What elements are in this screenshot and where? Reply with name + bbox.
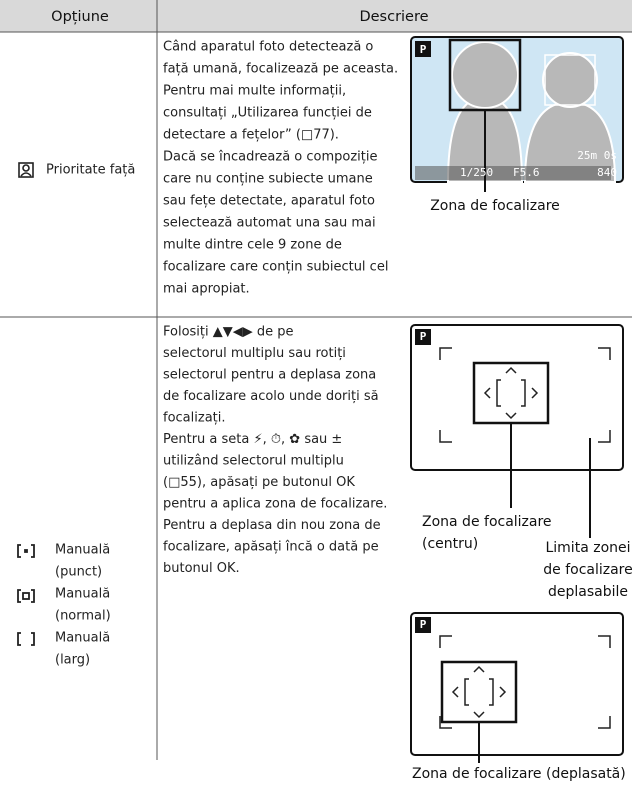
option-label: (normal) [55,609,111,624]
option-label: Prioritate față [46,163,135,178]
screen-mode: P [420,330,427,343]
description-line: focalizare, apăsați încă o dată pe [163,540,379,555]
header-bg [0,0,632,32]
description-line: selectorul pentru a deplasa zona [163,368,376,383]
header-option: Opțiune [51,9,109,25]
option-label: (larg) [55,653,90,668]
caption: Zona de focalizare [422,514,552,530]
caption: Zona de focalizare (deplasată) [412,766,626,782]
option-label: Manuală [55,543,110,558]
description-line: focalizare care conțin subiectul cel [163,260,388,275]
option-label: Manuală [55,631,110,646]
caption: (centru) [422,536,478,552]
area-icons [17,544,35,646]
description-line: mai apropiat. [163,282,250,297]
description-line: focalizați. [163,411,226,426]
description-line: utilizând selectorul multiplu [163,454,344,469]
screen-shutter: 1/250 [460,166,493,179]
description-line: pentru a aplica zona de focalizare. [163,497,387,512]
description-line: selectează automat una sau mai [163,216,376,231]
option-label: (punct) [55,565,102,580]
header-description: Descriere [359,9,428,25]
description-line: multe dintre cele 9 zone de [163,238,342,253]
description-line: Pentru mai multe informații, [163,84,346,99]
caption: de focalizare [543,562,632,578]
caption: deplasabile [548,584,628,600]
description-line: butonul OK. [163,561,240,576]
description-line: selectorul multiplu sau rotiți [163,346,346,361]
option-label: Manuală [55,587,110,602]
description-line: consultați „Utilizarea funcției de [163,106,372,121]
description-line: Folosiți ▲▼◀▶ de pe [163,325,294,340]
description-line: sau fețe detectate, aparatul foto [163,194,375,209]
screen-moved [410,612,624,763]
screen-mode: P [420,43,427,56]
description-line: Pentru a deplasa din nou zona de [163,518,381,533]
screen-shots: 840 [597,166,617,179]
screen-mode: P [420,618,427,631]
description-line: Când aparatul foto detectează o [163,40,373,55]
screen-center [410,324,624,538]
screen-face [410,36,624,192]
description-line: (□55), apăsați pe butonul OK [163,475,355,490]
caption: Limita zonei [545,540,630,556]
screen-time: 25m 0s [577,149,617,162]
caption: Zona de focalizare [430,198,560,214]
face-icon [18,162,34,178]
description-line: care nu conține subiecte umane [163,172,373,187]
description-line: Pentru a seta ⚡, ⏱, ✿ sau ± [163,432,342,447]
description-line: față umană, focalizează pe aceasta. [163,62,398,77]
description-line: detectare a fețelor” (□77). [163,128,339,143]
screen-aperture: F5.6 [513,166,540,179]
description-line: Dacă se încadrează o compoziție [163,150,378,165]
description-line: de focalizare acolo unde doriți să [163,389,379,404]
